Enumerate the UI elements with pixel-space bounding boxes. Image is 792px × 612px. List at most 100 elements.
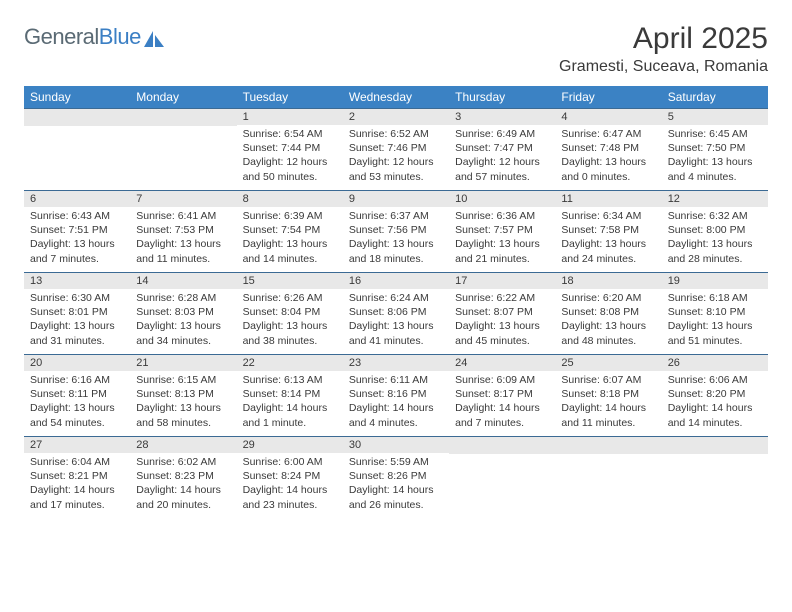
sunset-line: Sunset: 8:00 PM (668, 223, 762, 237)
day-number: 19 (662, 273, 768, 289)
daylight-line: Daylight: 14 hours and 17 minutes. (30, 483, 124, 511)
calendar-day-cell: 12Sunrise: 6:32 AMSunset: 8:00 PMDayligh… (662, 191, 768, 273)
brand-name-1: General (24, 24, 99, 49)
day-number: 29 (237, 437, 343, 453)
day-details: Sunrise: 6:24 AMSunset: 8:06 PMDaylight:… (343, 289, 449, 352)
calendar-day-cell: 27Sunrise: 6:04 AMSunset: 8:21 PMDayligh… (24, 437, 130, 519)
calendar-day-cell: 30Sunrise: 5:59 AMSunset: 8:26 PMDayligh… (343, 437, 449, 519)
calendar-day-cell: 8Sunrise: 6:39 AMSunset: 7:54 PMDaylight… (237, 191, 343, 273)
sunset-line: Sunset: 8:08 PM (561, 305, 655, 319)
calendar-day-cell (555, 437, 661, 519)
daylight-line: Daylight: 13 hours and 14 minutes. (243, 237, 337, 265)
sunset-line: Sunset: 8:18 PM (561, 387, 655, 401)
day-details: Sunrise: 6:16 AMSunset: 8:11 PMDaylight:… (24, 371, 130, 434)
sunset-line: Sunset: 8:06 PM (349, 305, 443, 319)
weekday-header: Sunday (24, 86, 130, 109)
day-number: 8 (237, 191, 343, 207)
calendar-day-cell: 15Sunrise: 6:26 AMSunset: 8:04 PMDayligh… (237, 273, 343, 355)
sunrise-line: Sunrise: 6:37 AM (349, 209, 443, 223)
daylight-line: Daylight: 13 hours and 48 minutes. (561, 319, 655, 347)
day-number: 25 (555, 355, 661, 371)
weekday-header: Saturday (662, 86, 768, 109)
calendar-day-cell: 25Sunrise: 6:07 AMSunset: 8:18 PMDayligh… (555, 355, 661, 437)
calendar-week-row: 20Sunrise: 6:16 AMSunset: 8:11 PMDayligh… (24, 355, 768, 437)
sunrise-line: Sunrise: 6:30 AM (30, 291, 124, 305)
day-number: 16 (343, 273, 449, 289)
daylight-line: Daylight: 14 hours and 1 minute. (243, 401, 337, 429)
weekday-header: Friday (555, 86, 661, 109)
day-number: 20 (24, 355, 130, 371)
day-details: Sunrise: 6:41 AMSunset: 7:53 PMDaylight:… (130, 207, 236, 270)
daylight-line: Daylight: 13 hours and 28 minutes. (668, 237, 762, 265)
day-number: 24 (449, 355, 555, 371)
day-details: Sunrise: 6:02 AMSunset: 8:23 PMDaylight:… (130, 453, 236, 516)
daylight-line: Daylight: 13 hours and 11 minutes. (136, 237, 230, 265)
sunrise-line: Sunrise: 6:04 AM (30, 455, 124, 469)
daylight-line: Daylight: 14 hours and 4 minutes. (349, 401, 443, 429)
sail-icon (144, 31, 164, 47)
daylight-line: Daylight: 13 hours and 51 minutes. (668, 319, 762, 347)
brand-logo: GeneralBlue (24, 24, 164, 50)
day-details: Sunrise: 6:36 AMSunset: 7:57 PMDaylight:… (449, 207, 555, 270)
sunset-line: Sunset: 8:01 PM (30, 305, 124, 319)
sunset-line: Sunset: 7:56 PM (349, 223, 443, 237)
day-details (662, 454, 768, 460)
day-details: Sunrise: 6:28 AMSunset: 8:03 PMDaylight:… (130, 289, 236, 352)
daylight-line: Daylight: 13 hours and 31 minutes. (30, 319, 124, 347)
daylight-line: Daylight: 13 hours and 21 minutes. (455, 237, 549, 265)
day-number: 4 (555, 109, 661, 125)
day-number (662, 437, 768, 454)
daylight-line: Daylight: 14 hours and 20 minutes. (136, 483, 230, 511)
sunrise-line: Sunrise: 6:18 AM (668, 291, 762, 305)
day-details: Sunrise: 6:06 AMSunset: 8:20 PMDaylight:… (662, 371, 768, 434)
day-details: Sunrise: 6:49 AMSunset: 7:47 PMDaylight:… (449, 125, 555, 188)
daylight-line: Daylight: 13 hours and 7 minutes. (30, 237, 124, 265)
day-details: Sunrise: 6:13 AMSunset: 8:14 PMDaylight:… (237, 371, 343, 434)
sunrise-line: Sunrise: 6:07 AM (561, 373, 655, 387)
day-number (449, 437, 555, 454)
day-details: Sunrise: 6:22 AMSunset: 8:07 PMDaylight:… (449, 289, 555, 352)
daylight-line: Daylight: 14 hours and 26 minutes. (349, 483, 443, 511)
sunset-line: Sunset: 7:57 PM (455, 223, 549, 237)
sunrise-line: Sunrise: 6:49 AM (455, 127, 549, 141)
day-number: 1 (237, 109, 343, 125)
day-details: Sunrise: 6:47 AMSunset: 7:48 PMDaylight:… (555, 125, 661, 188)
weekday-header: Tuesday (237, 86, 343, 109)
calendar-day-cell: 11Sunrise: 6:34 AMSunset: 7:58 PMDayligh… (555, 191, 661, 273)
calendar-day-cell: 29Sunrise: 6:00 AMSunset: 8:24 PMDayligh… (237, 437, 343, 519)
sunset-line: Sunset: 8:13 PM (136, 387, 230, 401)
day-details: Sunrise: 6:32 AMSunset: 8:00 PMDaylight:… (662, 207, 768, 270)
sunrise-line: Sunrise: 6:54 AM (243, 127, 337, 141)
day-number: 21 (130, 355, 236, 371)
daylight-line: Daylight: 14 hours and 11 minutes. (561, 401, 655, 429)
calendar-day-cell: 10Sunrise: 6:36 AMSunset: 7:57 PMDayligh… (449, 191, 555, 273)
day-details: Sunrise: 6:07 AMSunset: 8:18 PMDaylight:… (555, 371, 661, 434)
sunrise-line: Sunrise: 6:11 AM (349, 373, 443, 387)
sunset-line: Sunset: 8:17 PM (455, 387, 549, 401)
calendar-head: SundayMondayTuesdayWednesdayThursdayFrid… (24, 86, 768, 109)
day-number: 11 (555, 191, 661, 207)
sunset-line: Sunset: 8:10 PM (668, 305, 762, 319)
sunset-line: Sunset: 7:58 PM (561, 223, 655, 237)
day-number: 2 (343, 109, 449, 125)
header: GeneralBlue April 2025 Gramesti, Suceava… (24, 24, 768, 76)
sunrise-line: Sunrise: 6:16 AM (30, 373, 124, 387)
calendar-week-row: 13Sunrise: 6:30 AMSunset: 8:01 PMDayligh… (24, 273, 768, 355)
calendar-day-cell: 3Sunrise: 6:49 AMSunset: 7:47 PMDaylight… (449, 109, 555, 191)
day-details: Sunrise: 6:43 AMSunset: 7:51 PMDaylight:… (24, 207, 130, 270)
day-details: Sunrise: 6:20 AMSunset: 8:08 PMDaylight:… (555, 289, 661, 352)
day-details (555, 454, 661, 460)
day-details: Sunrise: 6:15 AMSunset: 8:13 PMDaylight:… (130, 371, 236, 434)
day-details: Sunrise: 6:26 AMSunset: 8:04 PMDaylight:… (237, 289, 343, 352)
sunrise-line: Sunrise: 6:34 AM (561, 209, 655, 223)
calendar-day-cell: 9Sunrise: 6:37 AMSunset: 7:56 PMDaylight… (343, 191, 449, 273)
day-details: Sunrise: 6:37 AMSunset: 7:56 PMDaylight:… (343, 207, 449, 270)
day-details: Sunrise: 6:52 AMSunset: 7:46 PMDaylight:… (343, 125, 449, 188)
day-number: 30 (343, 437, 449, 453)
sunset-line: Sunset: 7:44 PM (243, 141, 337, 155)
calendar-day-cell: 20Sunrise: 6:16 AMSunset: 8:11 PMDayligh… (24, 355, 130, 437)
calendar-day-cell: 28Sunrise: 6:02 AMSunset: 8:23 PMDayligh… (130, 437, 236, 519)
daylight-line: Daylight: 13 hours and 4 minutes. (668, 155, 762, 183)
day-number: 22 (237, 355, 343, 371)
sunrise-line: Sunrise: 6:22 AM (455, 291, 549, 305)
